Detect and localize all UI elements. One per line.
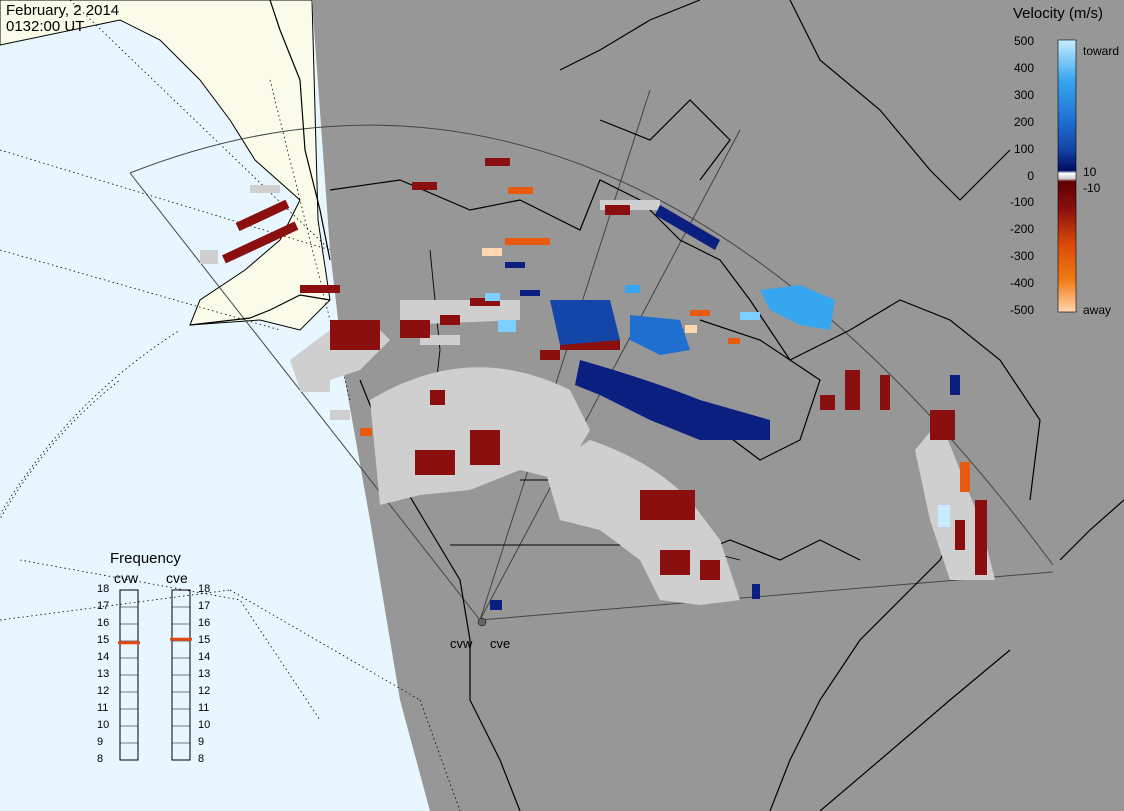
frequency-tick-right: 16 bbox=[198, 617, 211, 629]
frequency-tick-right: 9 bbox=[198, 736, 205, 748]
velocity-away-orange bbox=[360, 187, 970, 492]
frequency-tick-left: 16 bbox=[97, 617, 110, 629]
frequency-tick-left: 12 bbox=[97, 685, 110, 697]
site-label-cvw: cvw bbox=[450, 636, 473, 651]
velocity-tick-label: -100 bbox=[1009, 195, 1034, 210]
velocity-tick-label: -200 bbox=[1009, 222, 1034, 237]
frequency-tick-left: 14 bbox=[97, 651, 110, 663]
frequency-tick-left: 8 bbox=[97, 753, 104, 765]
frequency-tick-right: 17 bbox=[198, 600, 211, 612]
velocity-away-cells bbox=[222, 158, 987, 580]
radar-site-markers bbox=[477, 600, 502, 627]
velocity-tick-label: 300 bbox=[1013, 87, 1034, 102]
velocity-scale-title: Velocity (m/s) bbox=[1013, 5, 1104, 22]
site-label-cve: cve bbox=[490, 636, 511, 651]
velocity-tick-label: -500 bbox=[1009, 303, 1034, 317]
frequency-tick-left: 9 bbox=[97, 736, 104, 748]
date-label: February, 2 2014 bbox=[6, 2, 120, 19]
velocity-tick-label: 200 bbox=[1013, 114, 1034, 129]
radar-name-cve: cve bbox=[166, 570, 188, 586]
radar-name-cvw: cvw bbox=[114, 570, 139, 586]
velocity-tick-label: -300 bbox=[1009, 249, 1034, 264]
velocity-toward-cells bbox=[485, 205, 960, 599]
frequency-title: Frequency bbox=[110, 550, 181, 567]
frequency-tick-left: 17 bbox=[97, 600, 110, 612]
velocity-colorbar bbox=[1057, 39, 1077, 313]
frequency-tick-right: 14 bbox=[198, 651, 211, 663]
frequency-tick-right: 10 bbox=[198, 719, 211, 731]
frequency-tick-left: 13 bbox=[97, 668, 110, 680]
frequency-tick-right: 8 bbox=[198, 753, 205, 765]
frequency-tick-right: 12 bbox=[198, 685, 211, 697]
away-label: away bbox=[1083, 303, 1112, 317]
time-label: 0132:00 UT bbox=[6, 18, 85, 35]
toward-label: toward bbox=[1083, 44, 1120, 58]
frequency-tick-right: 11 bbox=[198, 702, 210, 714]
inner-tick-negative: -10 bbox=[1083, 181, 1101, 195]
frequency-tick-left: 11 bbox=[97, 702, 109, 714]
frequency-tick-right: 15 bbox=[198, 634, 211, 646]
velocity-tick-label: 500 bbox=[1013, 34, 1034, 48]
velocity-near-zero-cells bbox=[482, 248, 697, 333]
frequency-tick-right: 13 bbox=[198, 668, 211, 680]
frequency-gridlines bbox=[120, 589, 190, 761]
inner-tick-positive: 10 bbox=[1083, 165, 1097, 179]
frequency-markers bbox=[118, 637, 192, 645]
velocity-tick-label: 0 bbox=[1027, 168, 1034, 183]
frequency-tick-left: 15 bbox=[97, 634, 110, 646]
velocity-tick-label: 100 bbox=[1013, 141, 1034, 156]
frequency-tick-right: 18 bbox=[198, 583, 211, 595]
frequency-tick-left: 10 bbox=[97, 719, 110, 731]
velocity-tick-label: 400 bbox=[1013, 60, 1034, 75]
frequency-tick-left: 18 bbox=[97, 583, 110, 595]
velocity-tick-label: -400 bbox=[1009, 276, 1034, 291]
